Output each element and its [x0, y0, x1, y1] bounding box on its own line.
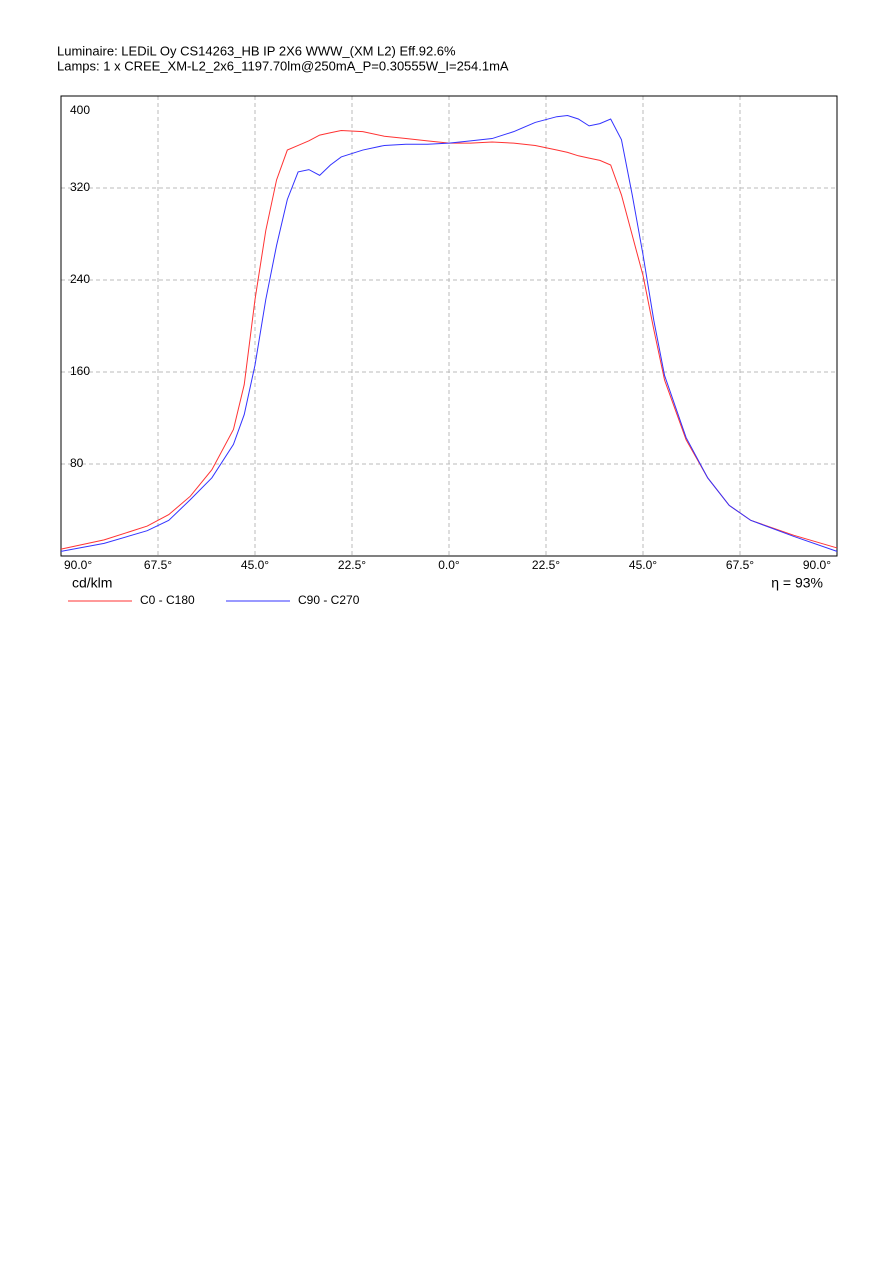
legend-label: C0 - C180: [140, 593, 195, 607]
chart-title: Luminaire: LEDiL Oy CS14263_HB IP 2X6 WW…: [57, 43, 456, 58]
annotation: η = 93%: [771, 575, 823, 591]
series-line: [60, 129, 838, 550]
x-tick-label: 45.0°: [241, 558, 269, 572]
x-tick-label: 0.0°: [438, 558, 460, 572]
series-line: [60, 115, 838, 552]
x-tick-label: 67.5°: [144, 558, 172, 572]
y-axis-label: cd/klm: [72, 575, 112, 591]
legend-label: C90 - C270: [298, 593, 360, 607]
y-tick-label: 80: [70, 456, 84, 470]
x-tick-label: 67.5°: [726, 558, 754, 572]
x-tick-label: 90.0°: [803, 558, 831, 572]
y-tick-label: 320: [70, 180, 90, 194]
x-tick-label: 22.5°: [338, 558, 366, 572]
y-tick-label: 400: [70, 103, 90, 117]
x-tick-label: 22.5°: [532, 558, 560, 572]
chart-subtitle: Lamps: 1 x CREE_XM-L2_2x6_1197.70lm@250m…: [57, 58, 509, 73]
y-tick-label: 160: [70, 364, 90, 378]
plot-border: [60, 95, 838, 557]
y-tick-label: 240: [70, 272, 90, 286]
x-tick-label: 45.0°: [629, 558, 657, 572]
x-tick-label: 90.0°: [64, 558, 92, 572]
